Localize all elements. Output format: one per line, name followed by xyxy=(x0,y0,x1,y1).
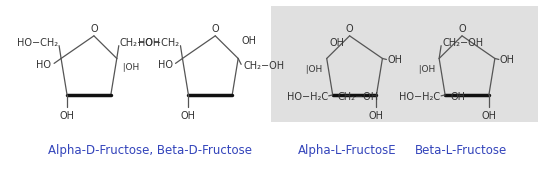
Text: HO: HO xyxy=(158,60,172,70)
Text: OH: OH xyxy=(181,111,196,121)
Text: CH₂−OH: CH₂−OH xyxy=(120,38,161,48)
Text: ∣OH: ∣OH xyxy=(121,62,139,71)
Text: Alpha-L-FructosE: Alpha-L-FructosE xyxy=(298,145,397,158)
Text: OH: OH xyxy=(59,111,75,121)
Text: OH: OH xyxy=(241,36,256,46)
Text: O: O xyxy=(346,24,354,34)
Text: HO−H₂C: HO−H₂C xyxy=(399,92,440,102)
Text: OH: OH xyxy=(330,38,345,48)
Text: OH: OH xyxy=(369,111,384,121)
Text: HO−H₂C: HO−H₂C xyxy=(287,92,327,102)
Text: O: O xyxy=(212,24,219,34)
Text: OH: OH xyxy=(481,111,496,121)
Bar xyxy=(271,6,537,122)
Text: O: O xyxy=(90,24,98,34)
Text: Alpha-D-Fructose, Beta-D-Fructose: Alpha-D-Fructose, Beta-D-Fructose xyxy=(48,145,252,158)
Text: CH₂−OH: CH₂−OH xyxy=(243,61,285,71)
Text: Beta-L-Fructose: Beta-L-Fructose xyxy=(415,145,507,158)
Text: OH: OH xyxy=(500,55,515,65)
Text: O: O xyxy=(458,24,466,34)
Text: ∣OH: ∣OH xyxy=(417,64,435,73)
Text: HO−CH₂: HO−CH₂ xyxy=(17,38,58,48)
Text: HO−CH₂: HO−CH₂ xyxy=(138,38,180,48)
Text: CH₂−OH: CH₂−OH xyxy=(442,38,483,48)
Text: HO: HO xyxy=(36,60,51,70)
Text: CH₂−OH: CH₂−OH xyxy=(338,92,379,102)
Text: ∣OH: ∣OH xyxy=(305,64,323,73)
Text: OH: OH xyxy=(450,92,465,102)
Text: OH: OH xyxy=(387,55,403,65)
